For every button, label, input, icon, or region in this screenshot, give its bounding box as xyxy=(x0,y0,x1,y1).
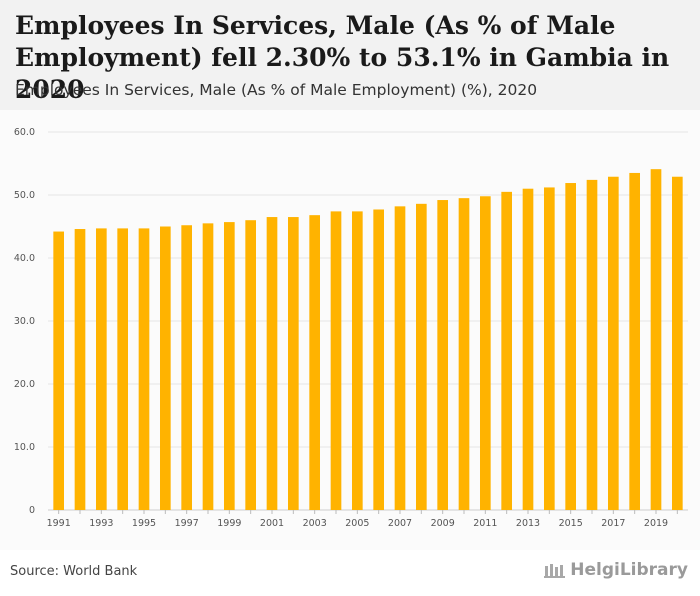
bar-1992[interactable] xyxy=(74,229,86,510)
y-tick-label: 40.0 xyxy=(14,253,35,264)
bar-2009[interactable] xyxy=(437,200,448,510)
source-label: Source: World Bank xyxy=(10,564,138,579)
bar-2002[interactable] xyxy=(288,217,299,511)
bar-2005[interactable] xyxy=(352,211,363,510)
x-tick-label: 1995 xyxy=(132,518,156,529)
bar-2008[interactable] xyxy=(416,203,427,510)
y-tick-label: 50.0 xyxy=(14,190,35,201)
y-tick-label: 60.0 xyxy=(14,127,35,138)
bar-2006[interactable] xyxy=(373,209,384,510)
bar-2018[interactable] xyxy=(629,172,640,510)
y-tick-label: 20.0 xyxy=(14,379,35,390)
y-tick-label: 30.0 xyxy=(14,316,35,327)
x-tick-label: 2001 xyxy=(260,518,284,529)
bar-1999[interactable] xyxy=(224,222,235,510)
brand-logo[interactable]: HelgiLibrary xyxy=(544,560,688,580)
bar-1995[interactable] xyxy=(138,228,150,510)
chart-subtitle: Employees In Services, Male (As % of Mal… xyxy=(15,81,538,99)
bar-2012[interactable] xyxy=(501,191,512,510)
y-tick-label: 10.0 xyxy=(14,442,35,453)
bar-2017[interactable] xyxy=(608,176,619,510)
bar-1998[interactable] xyxy=(202,223,214,510)
y-tick-label: 0 xyxy=(29,505,35,516)
bar-2000[interactable] xyxy=(245,220,256,510)
header-band: Employees In Services, Male (As % of Mal… xyxy=(0,0,700,110)
brand-name: HelgiLibrary xyxy=(570,560,688,580)
bar-2015[interactable] xyxy=(565,183,576,510)
footer: Source: World Bank HelgiLibrary xyxy=(0,550,700,596)
x-tick-label: 2007 xyxy=(388,518,412,529)
bar-2019[interactable] xyxy=(650,169,662,511)
bar-1994[interactable] xyxy=(117,228,128,510)
bar-2010[interactable] xyxy=(458,198,470,510)
x-tick-label: 2019 xyxy=(644,518,668,529)
x-tick-label: 2003 xyxy=(303,518,327,529)
bar-1993[interactable] xyxy=(96,228,107,510)
bar-2011[interactable] xyxy=(480,196,491,510)
bar-2016[interactable] xyxy=(586,179,598,510)
x-tick-label: 1999 xyxy=(217,518,241,529)
x-tick-label: 2005 xyxy=(345,518,369,529)
x-tick-label: 2017 xyxy=(601,518,625,529)
bar-1991[interactable] xyxy=(53,231,64,510)
x-tick-label: 2009 xyxy=(431,518,455,529)
bar-2007[interactable] xyxy=(394,206,406,510)
bar-2013[interactable] xyxy=(522,188,534,510)
x-tick-label: 2011 xyxy=(473,518,497,529)
bar-1997[interactable] xyxy=(181,225,192,510)
bar-2003[interactable] xyxy=(309,215,320,510)
x-tick-label: 2015 xyxy=(559,518,583,529)
x-tick-label: 1991 xyxy=(47,518,71,529)
x-tick-label: 1997 xyxy=(175,518,199,529)
chart-area: 0 10.0 20.0 30.0 40.0 50.0 60.0 1991 1993 1995 199… xyxy=(0,110,700,550)
bar-2004[interactable] xyxy=(330,211,342,510)
bar-2001[interactable] xyxy=(266,217,278,511)
x-tick-label: 2013 xyxy=(516,518,540,529)
bar-2014[interactable] xyxy=(544,187,555,510)
x-tick-label: 1993 xyxy=(89,518,113,529)
bar-2020[interactable] xyxy=(672,176,683,510)
bar-chart: 0 10.0 20.0 30.0 40.0 50.0 60.0 1991 1993 1995 199… xyxy=(14,127,688,529)
page-title: Employees In Services, Male (As % of Mal… xyxy=(15,11,670,104)
library-icon xyxy=(544,564,566,578)
bar-1996[interactable] xyxy=(160,226,171,511)
